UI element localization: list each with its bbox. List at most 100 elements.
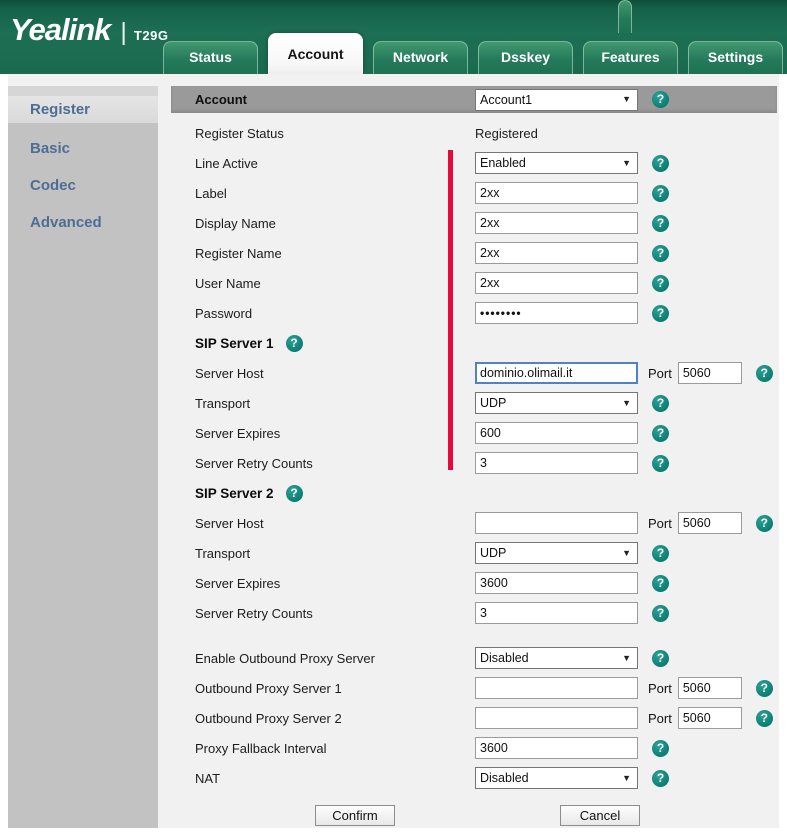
form-row: Server Expires?	[165, 418, 779, 448]
field-label: Enable Outbound Proxy Server	[195, 650, 375, 666]
help-icon[interactable]: ?	[652, 274, 669, 292]
port-label: Port	[648, 710, 672, 726]
account-bar: Account Account1 ▼ ?	[171, 86, 777, 113]
help-icon[interactable]: ?	[652, 394, 669, 412]
field-label: Register Status	[195, 125, 284, 141]
help-icon[interactable]: ?	[285, 484, 303, 502]
help-icon[interactable]: ?	[652, 304, 669, 322]
help-icon[interactable]: ?	[755, 364, 773, 382]
help-icon[interactable]: ?	[652, 574, 669, 592]
form-row	[165, 628, 779, 643]
tab-partial[interactable]	[618, 0, 632, 33]
line-active-select[interactable]: Enabled ▼	[475, 152, 638, 174]
nat-select[interactable]: Disabled ▼	[475, 767, 638, 789]
sidebar-active-glow	[8, 86, 158, 96]
sidebar: Register Basic Codec Advanced	[8, 86, 158, 828]
transport-select[interactable]: UDP ▼	[475, 542, 638, 564]
chevron-down-icon: ▼	[622, 157, 631, 168]
form-row: Server Expires?	[165, 568, 779, 598]
help-icon[interactable]: ?	[755, 679, 773, 697]
select-value: UDP	[480, 546, 507, 560]
user-name-input[interactable]	[475, 272, 638, 294]
field-label: Line Active	[195, 155, 258, 171]
field-label: Password	[195, 305, 253, 321]
label-input[interactable]	[475, 182, 638, 204]
sidebar-item-codec[interactable]: Codec	[30, 177, 76, 194]
port-label: Port	[648, 680, 672, 696]
help-icon[interactable]: ?	[652, 739, 669, 757]
help-icon[interactable]: ?	[652, 649, 669, 667]
server-retry-counts-input[interactable]	[475, 452, 638, 474]
server-host-port-input[interactable]	[677, 362, 742, 384]
field-label: Register Name	[195, 245, 282, 261]
help-icon[interactable]: ?	[652, 91, 669, 108]
form-row: Label?	[165, 178, 779, 208]
form-row: Register Name?	[165, 238, 779, 268]
server-retry-counts-input[interactable]	[475, 602, 638, 624]
server-host-port-input[interactable]	[677, 512, 742, 534]
field-label: Proxy Fallback Interval	[195, 740, 327, 756]
tab-dsskey[interactable]: Dsskey	[478, 41, 573, 74]
sidebar-item-register[interactable]: Register	[8, 96, 158, 123]
password-input[interactable]	[475, 302, 638, 324]
sidebar-item-basic[interactable]: Basic	[30, 140, 71, 157]
field-label: Label	[195, 185, 227, 201]
help-icon[interactable]: ?	[652, 244, 669, 262]
field-label: Server Retry Counts	[195, 605, 313, 621]
outbound-proxy-server-2-port-input[interactable]	[677, 707, 742, 729]
help-icon[interactable]: ?	[652, 154, 669, 172]
help-icon[interactable]: ?	[755, 709, 773, 727]
form-row: Transport UDP ▼?	[165, 388, 779, 418]
cancel-button[interactable]: Cancel	[560, 805, 640, 826]
form-row: Enable Outbound Proxy Server Disabled ▼?	[165, 643, 779, 673]
account-select[interactable]: Account1 ▼	[475, 88, 638, 111]
form-actions: Confirm Cancel	[165, 805, 779, 826]
chevron-down-icon: ▼	[622, 772, 631, 783]
transport-select[interactable]: UDP ▼	[475, 392, 638, 414]
top-header: Yealink | T29G Status Account Network Dsske…	[0, 0, 787, 74]
account-bar-label: Account	[195, 92, 247, 107]
select-value: UDP	[480, 396, 507, 410]
form-row: Proxy Fallback Interval?	[165, 733, 779, 763]
form-row: Register Status Registered	[165, 118, 779, 148]
proxy-fallback-interval-input[interactable]	[475, 737, 638, 759]
tab-network[interactable]: Network	[373, 41, 468, 74]
tab-status[interactable]: Status	[163, 41, 258, 74]
tab-settings[interactable]: Settings	[688, 41, 783, 74]
help-icon[interactable]: ?	[652, 214, 669, 232]
logo-divider: |	[120, 18, 127, 46]
outbound-proxy-server-2-input[interactable]	[475, 707, 638, 729]
server-expires-input[interactable]	[475, 572, 638, 594]
register-name-input[interactable]	[475, 242, 638, 264]
outbound-proxy-server-1-port-input[interactable]	[677, 677, 742, 699]
sidebar-item-advanced[interactable]: Advanced	[30, 214, 102, 231]
help-icon[interactable]: ?	[755, 514, 773, 532]
select-value: Disabled	[480, 771, 529, 785]
form-row: SIP Server 1?	[165, 328, 779, 358]
logo-text: Yealink	[10, 12, 111, 47]
confirm-button[interactable]: Confirm	[315, 805, 395, 826]
outbound-proxy-server-1-input[interactable]	[475, 677, 638, 699]
tab-account[interactable]: Account	[268, 33, 363, 74]
help-icon[interactable]: ?	[652, 184, 669, 202]
enable-outbound-proxy-server-select[interactable]: Disabled ▼	[475, 647, 638, 669]
help-icon[interactable]: ?	[285, 334, 303, 352]
help-icon[interactable]: ?	[652, 769, 669, 787]
form-row: Server Retry Counts?	[165, 598, 779, 628]
help-icon[interactable]: ?	[652, 424, 669, 442]
server-host-input[interactable]	[475, 512, 638, 534]
field-label: Server Retry Counts	[195, 455, 313, 471]
server-host-input[interactable]	[475, 362, 638, 384]
select-value: Enabled	[480, 156, 526, 170]
form-row: SIP Server 2?	[165, 478, 779, 508]
tab-features[interactable]: Features	[583, 41, 678, 74]
static-value: Registered	[475, 125, 538, 141]
form-row: Outbound Proxy Server 1 Port?	[165, 673, 779, 703]
form-row: Transport UDP ▼?	[165, 538, 779, 568]
help-icon[interactable]: ?	[652, 454, 669, 472]
help-icon[interactable]: ?	[652, 544, 669, 562]
section-title: SIP Server 1	[195, 335, 274, 351]
help-icon[interactable]: ?	[652, 604, 669, 622]
display-name-input[interactable]	[475, 212, 638, 234]
server-expires-input[interactable]	[475, 422, 638, 444]
